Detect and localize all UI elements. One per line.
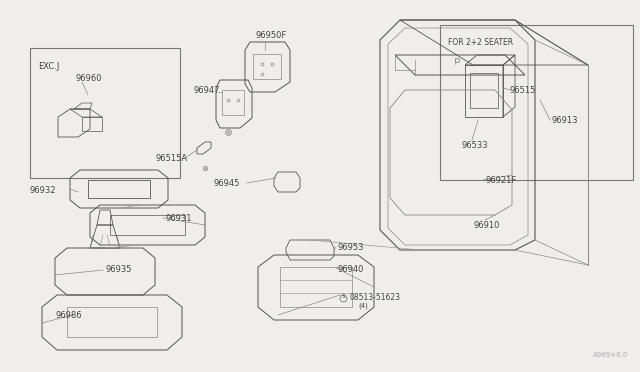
Text: 96986: 96986 <box>55 311 82 320</box>
Bar <box>30 48 180 178</box>
Text: 96910: 96910 <box>473 221 499 230</box>
Bar <box>470 73 498 108</box>
Bar <box>440 25 633 180</box>
Text: 96932: 96932 <box>30 186 56 195</box>
Bar <box>253 54 281 79</box>
Text: 96960: 96960 <box>75 74 102 83</box>
Text: 96515A: 96515A <box>155 154 187 163</box>
Text: 96940: 96940 <box>338 266 364 275</box>
Text: 96913: 96913 <box>552 115 579 125</box>
Text: FOR 2+2 SEATER: FOR 2+2 SEATER <box>448 38 513 47</box>
Bar <box>222 90 244 115</box>
Text: EXC.J: EXC.J <box>38 62 60 71</box>
Text: 96921F: 96921F <box>485 176 516 185</box>
Text: 96533: 96533 <box>462 141 488 150</box>
Text: 96931: 96931 <box>165 214 191 222</box>
Text: A969×0.0: A969×0.0 <box>593 352 628 358</box>
Text: 96947: 96947 <box>193 86 220 94</box>
Text: 96935: 96935 <box>105 266 131 275</box>
Text: S: S <box>341 295 345 299</box>
Text: 96950F: 96950F <box>256 31 287 39</box>
Text: 08513-51623: 08513-51623 <box>350 294 401 302</box>
Text: 96515: 96515 <box>510 86 536 94</box>
Text: (4): (4) <box>358 303 368 309</box>
Text: 96945: 96945 <box>213 179 239 187</box>
Text: 96953: 96953 <box>338 243 365 251</box>
